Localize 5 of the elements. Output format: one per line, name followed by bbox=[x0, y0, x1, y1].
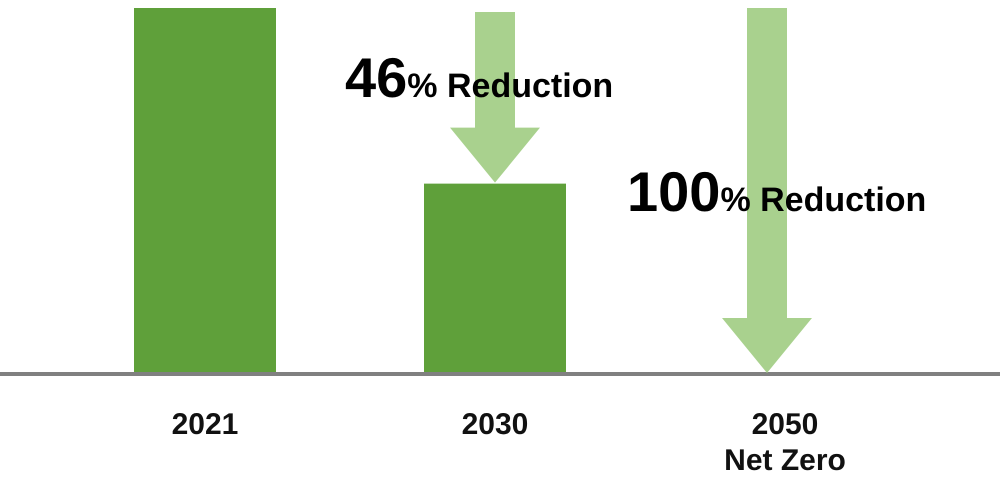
annotation: 46% Reduction bbox=[345, 46, 614, 109]
annotation: 100% Reduction bbox=[627, 160, 926, 223]
x-tick-label: 2050 Net Zero bbox=[724, 408, 846, 477]
x-tick-label: 2021 bbox=[172, 408, 238, 441]
x-tick-label: 2030 bbox=[462, 408, 528, 441]
